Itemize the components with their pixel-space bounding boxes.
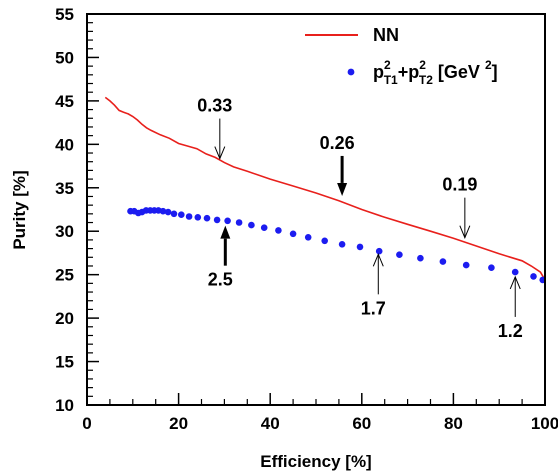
annotation-label: 0.33 (197, 96, 232, 116)
annotations: 0.33 0.26 0.19 2.5 1.7 1.2 (197, 96, 522, 341)
pt-sum-point (194, 214, 202, 221)
annotation-label: 2.5 (208, 270, 233, 290)
y-tick-label: 30 (55, 222, 74, 241)
arrow-head (337, 182, 348, 196)
y-tick-label: 20 (55, 309, 74, 328)
annotation-arrow: 1.2 (498, 275, 523, 341)
y-tick-label: 15 (55, 353, 74, 372)
pt-sum-point (178, 211, 185, 218)
arrow-head (220, 225, 231, 239)
pt-sum-point (260, 224, 268, 231)
y-tick-label: 50 (55, 48, 74, 67)
annotation-label: 0.19 (442, 175, 477, 195)
pt-sum-point (530, 273, 537, 280)
y-tick-label: 35 (55, 179, 74, 198)
pt-sum-point (338, 241, 346, 248)
pt-sum-point (417, 254, 424, 262)
pt-sum-point (356, 243, 364, 251)
pt-sum-point (439, 258, 447, 265)
y-tick-label: 45 (55, 92, 74, 111)
pt-sum-point (289, 230, 297, 238)
pt-sum-point (375, 247, 383, 255)
legend-pt-unit-sup: 2 (485, 58, 492, 72)
annotation-arrow: 1.7 (361, 253, 386, 318)
pt-sum-point (396, 251, 403, 258)
annotation-arrow: 0.19 (442, 175, 477, 239)
pt-sum-point (511, 268, 519, 276)
x-tick-label: 60 (352, 414, 371, 433)
pt-sum-point (488, 264, 495, 272)
pt-sum-point (321, 237, 329, 245)
legend-pt-sup2: 2 (419, 58, 426, 72)
pt-sum-point (275, 227, 282, 234)
nn-line (104, 96, 546, 281)
pt-sum-point (203, 214, 211, 222)
pt-sum-point (164, 208, 172, 216)
y-tick-label: 40 (55, 135, 74, 154)
pt-sum-point (304, 234, 312, 241)
legend-pt-close: ] (492, 62, 498, 82)
annotation-arrow: 0.33 (197, 96, 232, 160)
x-tick-label: 0 (82, 414, 91, 433)
legend-pt-unit: [GeV (433, 62, 485, 82)
pt-sum-point (213, 216, 221, 224)
legend: NN p2 T1+p2 T2 [GeV 2] (305, 25, 498, 87)
legend-nn-label: NN (373, 25, 399, 45)
legend-pt-label: p2 T1+p2 T2 [GeV 2] (373, 58, 498, 87)
y-axis-label: Purity [%] (10, 170, 29, 249)
x-tick-label: 100 (531, 414, 558, 433)
y-tick-label: 10 (55, 396, 74, 415)
pt-sum-point (235, 219, 243, 226)
annotation-label: 1.2 (498, 321, 523, 341)
y-tick-label: 25 (55, 266, 74, 285)
pt-sum-point (248, 221, 255, 229)
arrow-head (372, 253, 384, 267)
annotation-arrow: 0.26 (320, 133, 355, 196)
arrow-head (214, 146, 226, 160)
y-tick-label: 55 (55, 5, 74, 24)
legend-pt-p: p (373, 62, 384, 82)
legend-pt-sub2: T2 (419, 73, 433, 87)
annotation-label: 0.26 (320, 133, 355, 153)
legend-pt-sup1: 2 (384, 58, 391, 72)
pt-sum-point (462, 261, 470, 269)
arrow-head (509, 275, 521, 290)
axis-ticks: 0 20 40 60 80 100 10 15 20 25 30 35 40 45 50 55 (55, 5, 558, 433)
x-axis-label: Efficiency [%] (260, 452, 371, 471)
x-tick-label: 20 (169, 414, 188, 433)
series-layer (104, 96, 546, 284)
x-tick-label: 40 (261, 414, 280, 433)
pt-sum-point (159, 207, 167, 215)
legend-pt-sub1: T1 (384, 73, 398, 87)
legend-pt-plus: +p (398, 62, 420, 82)
arrow-head (459, 225, 471, 239)
pt-sum-point (185, 213, 193, 220)
legend-pt-swatch (347, 68, 355, 76)
plot-frame (86, 13, 546, 406)
x-tick-label: 80 (444, 414, 463, 433)
annotation-label: 1.7 (361, 298, 386, 318)
pt-sum-point (224, 217, 231, 225)
annotation-arrow: 2.5 (208, 225, 233, 290)
pt-sum-point (170, 210, 178, 218)
